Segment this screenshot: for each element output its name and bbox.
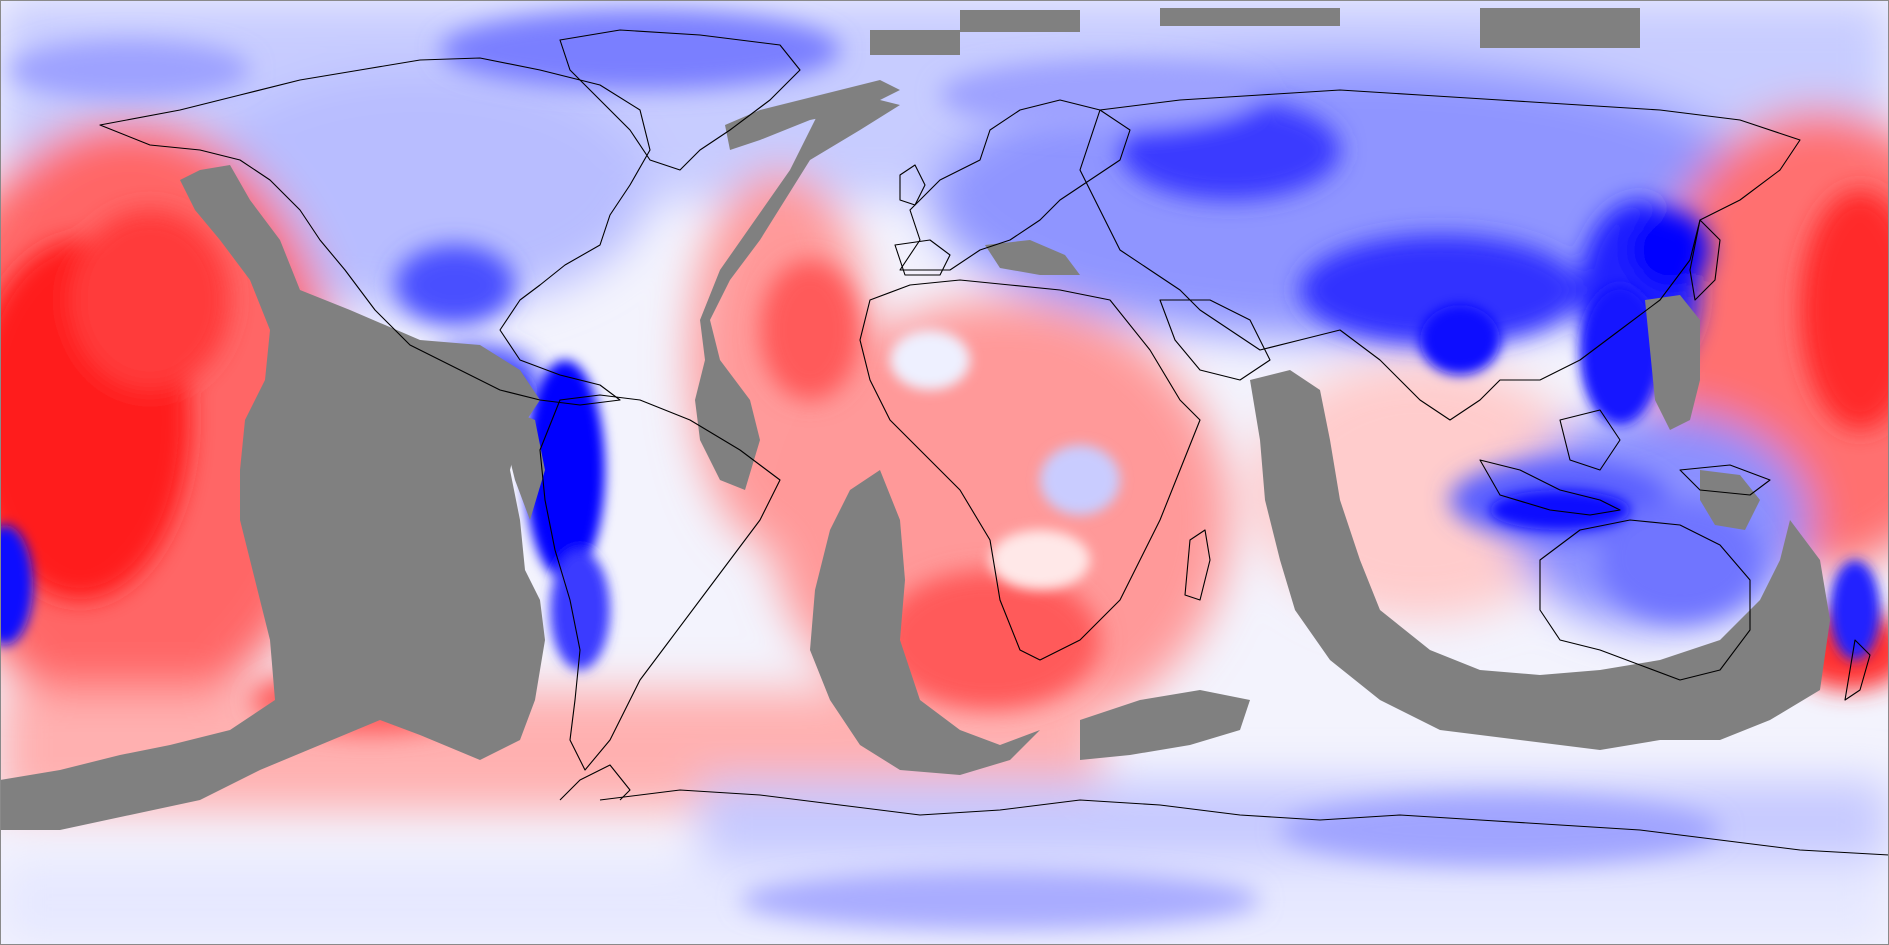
coastlines	[99, 29, 1889, 856]
coastline-new-guinea	[1679, 464, 1771, 496]
masked-region-southern-ocean	[1080, 690, 1250, 760]
coastline-japan	[1689, 219, 1721, 301]
masked-region-indian-ocean	[1250, 370, 1830, 750]
masked-region-arctic-4	[870, 30, 960, 55]
masked-region-north-atlantic	[695, 95, 900, 490]
masked-region-arctic-3	[1480, 8, 1640, 48]
coastline-antarctica	[599, 789, 1889, 856]
masked-region-coral-sea	[1700, 470, 1760, 530]
masked-region-mediterranean	[985, 240, 1080, 275]
masked-region-west-pacific	[1645, 295, 1700, 430]
coastline-borneo	[1559, 409, 1621, 471]
coastline-british-isles	[899, 164, 926, 206]
coastline-madagascar	[1184, 529, 1211, 601]
coastline-south-america	[539, 394, 781, 771]
coastline-europe	[899, 99, 1131, 271]
coastline-arabia	[1159, 299, 1271, 381]
masked-region-arctic-2	[1160, 8, 1340, 26]
masked-region-arctic-strip	[725, 80, 900, 150]
coastline-iberia	[894, 239, 951, 276]
coastline-north-america	[99, 57, 651, 406]
masked-region-andes	[505, 410, 545, 520]
masked-region-east-pacific	[0, 165, 545, 830]
coastline-greenland	[559, 29, 801, 171]
masked-region-south-atlantic	[810, 470, 1040, 775]
coastline-africa	[859, 279, 1201, 661]
field-sharp	[0, 285, 1880, 670]
masked-regions	[0, 8, 1830, 830]
coastline-new-zealand	[1844, 639, 1871, 701]
coastline-antarctic-peninsula	[559, 764, 631, 801]
masked-region-arctic-1	[960, 10, 1080, 32]
coastline-australia	[1539, 519, 1751, 681]
coastline-indonesia	[1479, 459, 1621, 516]
